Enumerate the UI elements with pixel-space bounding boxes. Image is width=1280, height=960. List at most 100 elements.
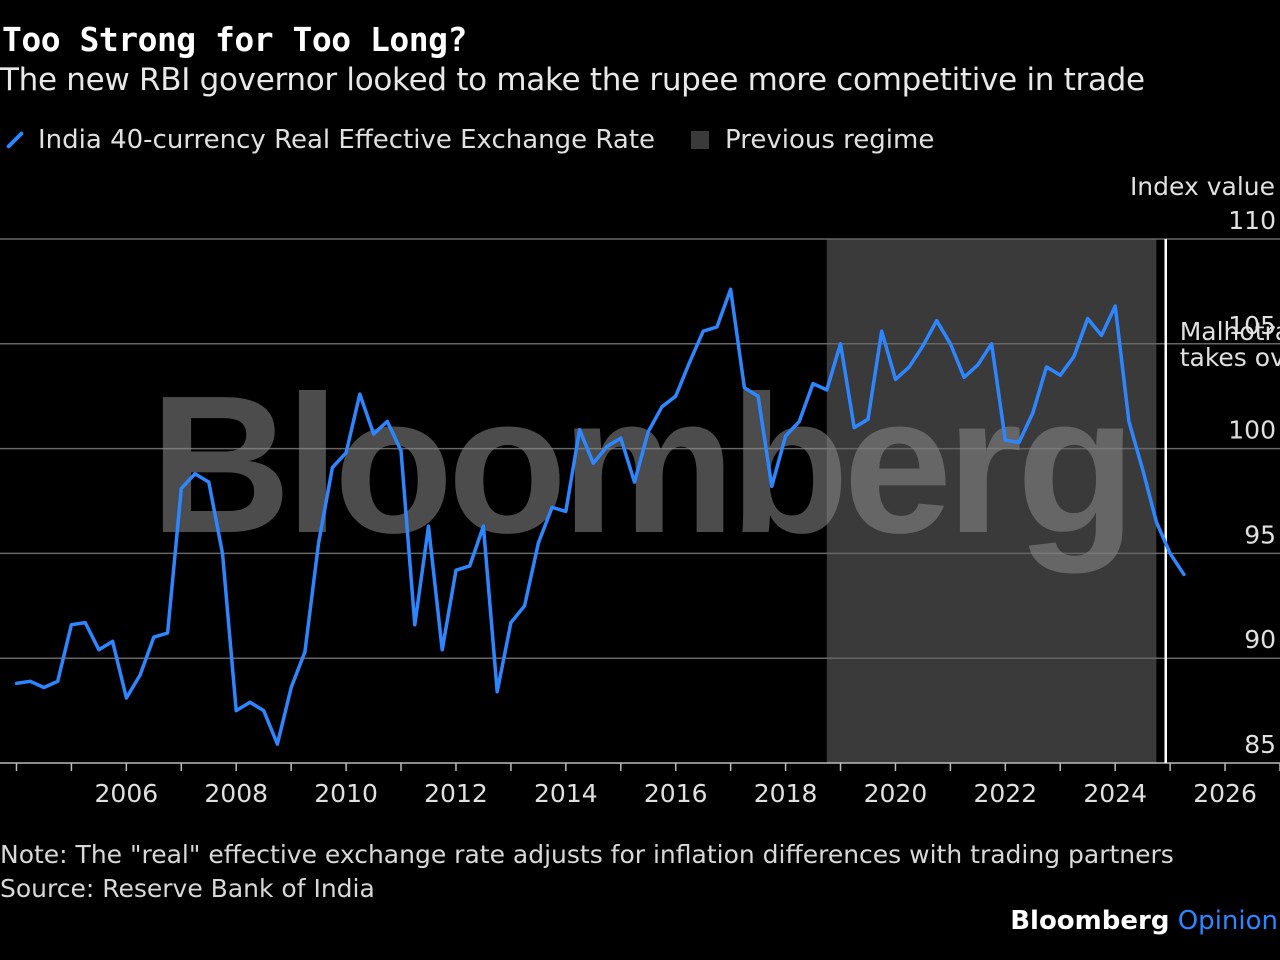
data-point	[839, 342, 842, 346]
data-point	[97, 648, 101, 652]
shaded-region	[826, 239, 1157, 763]
x-tick-label: 2024	[1083, 779, 1147, 808]
chart-source: Source: Reserve Bank of India	[0, 874, 375, 903]
data-point	[687, 361, 691, 365]
data-point	[166, 631, 170, 635]
data-point	[1072, 354, 1076, 358]
data-point	[262, 709, 266, 713]
data-point	[385, 419, 389, 423]
data-point	[1154, 520, 1158, 524]
annotation-label: takes over	[1180, 343, 1280, 372]
square-swatch-icon	[691, 131, 710, 149]
data-point	[481, 524, 485, 528]
data-point	[372, 432, 376, 436]
data-point	[248, 700, 252, 704]
data-point	[56, 679, 60, 683]
y-tick-label: 85	[1244, 730, 1276, 759]
legend-item-series: India 40-currency Real Effective Exchang…	[4, 125, 655, 155]
gridlines	[0, 238, 1280, 659]
data-point	[221, 551, 224, 555]
data-point	[591, 461, 595, 465]
brand-main: Bloomberg	[1010, 906, 1170, 936]
brand-logo: Bloomberg Opinion	[1010, 906, 1278, 936]
x-tick-label: 2016	[644, 779, 708, 808]
data-point	[509, 621, 513, 625]
data-point	[303, 650, 307, 654]
data-point	[124, 696, 128, 700]
y-tick-label: 105	[1228, 311, 1276, 340]
data-point	[1113, 304, 1117, 308]
data-point	[660, 405, 664, 409]
x-tick-label: 2012	[424, 779, 488, 808]
data-point	[866, 417, 870, 421]
y-tick-label: 100	[1228, 416, 1276, 445]
data-point	[784, 434, 788, 438]
data-point	[605, 445, 609, 448]
x-tick-label: 2006	[95, 779, 159, 808]
watermark-group: Bloomberg	[150, 355, 1136, 574]
data-point	[1017, 440, 1021, 444]
data-point	[976, 363, 980, 367]
y-axis: 85 90 95 100 105 110	[1228, 206, 1276, 759]
chart-title: Too Strong for Too Long?	[2, 20, 467, 59]
y-tick-label: 90	[1244, 625, 1276, 654]
data-point	[344, 451, 348, 455]
data-point	[1141, 468, 1145, 472]
brand-sub: Opinion	[1177, 906, 1278, 936]
data-point	[880, 329, 884, 333]
data-point	[852, 426, 856, 430]
x-axis: 2006 2008 2010 2012 2014 2016 2018 2020 2022 2024…	[0, 762, 1280, 808]
data-point	[1058, 373, 1062, 377]
y-tick-label: 95	[1244, 520, 1276, 549]
series-line	[14, 287, 1186, 746]
data-point	[578, 428, 582, 432]
data-point	[28, 679, 32, 683]
legend-series-label: India 40-currency Real Effective Exchang…	[38, 125, 656, 155]
watermark: Bloomberg	[150, 355, 1130, 574]
data-point	[454, 568, 458, 572]
data-point	[1182, 572, 1186, 576]
data-point	[330, 466, 334, 469]
data-point	[770, 484, 774, 488]
data-point	[1003, 438, 1007, 442]
data-point	[1031, 411, 1035, 415]
data-point	[193, 472, 197, 476]
data-point	[825, 388, 829, 392]
data-point	[935, 319, 939, 323]
data-point	[413, 623, 417, 627]
data-point	[152, 635, 156, 639]
data-point	[894, 377, 897, 381]
data-point	[289, 686, 293, 689]
data-point	[962, 375, 966, 379]
data-point	[358, 392, 362, 396]
data-point	[15, 681, 18, 685]
data-point	[619, 436, 623, 440]
legend: India 40-currency Real Effective Exchang…	[4, 122, 970, 158]
data-point	[1100, 333, 1103, 337]
data-point	[427, 524, 430, 528]
data-point	[674, 394, 678, 398]
data-point	[797, 419, 801, 423]
data-point	[1127, 419, 1131, 423]
data-point	[1045, 365, 1048, 369]
data-point	[564, 510, 568, 513]
annotation-label: Malhotra	[1180, 317, 1280, 346]
chart-subtitle: The new RBI governor looked to make the …	[0, 62, 1145, 98]
data-point	[399, 449, 403, 453]
data-point	[646, 430, 650, 434]
x-tick-label: 2014	[534, 779, 598, 808]
chart-note: Note: The "real" effective exchange rate…	[0, 840, 1174, 869]
data-point	[42, 686, 46, 689]
y-axis-title: Index value	[1130, 172, 1275, 201]
x-tick-label: 2010	[314, 779, 378, 808]
data-point	[756, 394, 760, 398]
legend-item-region: Previous regime	[691, 125, 934, 155]
data-point	[701, 329, 705, 333]
data-point	[111, 639, 115, 643]
data-point	[138, 673, 142, 677]
x-tick-label: 2020	[864, 779, 928, 808]
data-point	[550, 505, 554, 509]
data-point	[948, 342, 952, 346]
data-point	[536, 541, 540, 545]
